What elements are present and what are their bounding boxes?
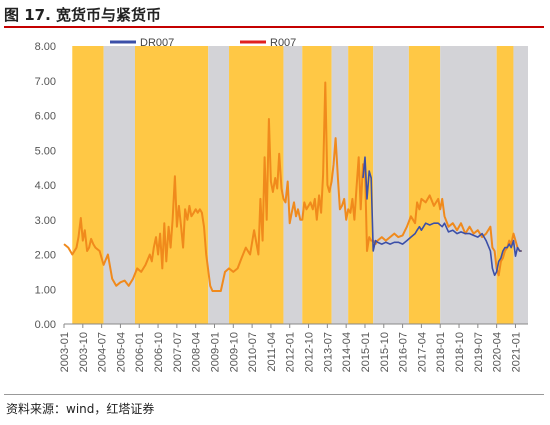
band-tight-13	[513, 46, 528, 324]
y-tick-label: 5.00	[35, 145, 56, 157]
y-axis: 0.00 1.00 2.00 3.00 4.00 5.00 6.00 7.00 8.00	[35, 41, 56, 331]
chart-svg: 0.00 1.00 2.00 3.00 4.00 5.00 6.00 7.00 8.00 200…	[35, 37, 528, 372]
x-tick-label: 2017-04	[416, 332, 428, 372]
chart-title: 图 17. 宽货币与紧货币	[4, 6, 162, 24]
band-tight-11	[440, 46, 497, 324]
x-tick-label: 2015-10	[379, 332, 391, 372]
y-tick-label: 8.00	[35, 41, 56, 53]
legend-label: R007	[270, 37, 296, 49]
x-tick-label: 2013-07	[322, 332, 334, 372]
band-loose-2	[134, 46, 209, 324]
x-tick-label: 2004-07	[97, 332, 109, 372]
band-loose-0	[72, 46, 104, 324]
series-line-dr007	[362, 156, 522, 277]
x-tick-label: 2021-01	[510, 332, 522, 372]
band-tight-5	[283, 46, 303, 324]
y-tick-label: 3.00	[35, 215, 56, 227]
band-loose-10	[408, 46, 441, 324]
x-tick-label: 2014-04	[341, 332, 353, 372]
legend: DR007 R007	[110, 37, 296, 49]
x-tick-label: 2003-01	[59, 332, 71, 372]
x-tick-label: 2018-01	[435, 332, 447, 372]
title-rule	[4, 26, 544, 28]
policy-bands	[72, 46, 528, 324]
band-tight-7	[331, 46, 349, 324]
x-tick-label: 2007-07	[172, 332, 184, 372]
x-tick-label: 2011-04	[266, 332, 278, 372]
x-axis: 2003-01 2003-10 2004-07 2005-04 2006-01 2006-…	[59, 323, 528, 372]
x-tick-label: 2003-10	[78, 332, 90, 372]
band-tight-9	[373, 46, 409, 324]
x-tick-label: 2020-04	[492, 332, 504, 372]
x-tick-label: 2016-07	[398, 332, 410, 372]
y-tick-label: 7.00	[35, 76, 56, 88]
band-loose-12	[496, 46, 514, 324]
x-tick-label: 2008-04	[191, 332, 203, 372]
x-tick-label: 2005-04	[115, 332, 127, 372]
footer-rule	[4, 394, 544, 395]
source-note: 资料来源：wind，红塔证券	[6, 402, 155, 416]
series-line-r007	[63, 81, 522, 292]
y-tick-label: 6.00	[35, 111, 56, 123]
y-tick-label: 4.00	[35, 180, 56, 192]
x-tick-label: 2015-01	[360, 332, 372, 372]
y-tick-label: 0.00	[35, 319, 56, 331]
y-tick-label: 1.00	[35, 284, 56, 296]
y-tick-label: 2.00	[35, 250, 56, 262]
x-tick-label: 2006-10	[153, 332, 165, 372]
band-loose-4	[229, 46, 284, 324]
band-tight-3	[208, 46, 230, 324]
legend-label: DR007	[140, 37, 174, 49]
band-tight-1	[103, 46, 135, 324]
x-tick-label: 2006-01	[134, 332, 146, 372]
x-tick-label: 2009-01	[209, 332, 221, 372]
x-tick-label: 2012-10	[304, 332, 316, 372]
x-tick-label: 2012-01	[285, 332, 297, 372]
x-tick-label: 2019-07	[473, 332, 485, 372]
series-lines	[63, 81, 522, 292]
x-tick-label: 2010-07	[247, 332, 259, 372]
x-tick-label: 2009-10	[228, 332, 240, 372]
x-tick-label: 2018-10	[454, 332, 466, 372]
